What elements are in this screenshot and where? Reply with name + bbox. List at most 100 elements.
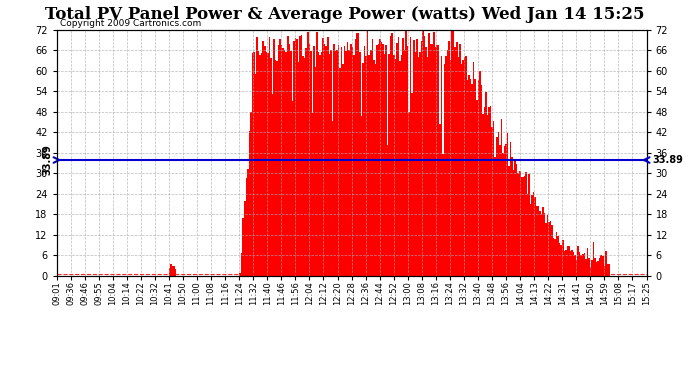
Bar — [558, 236, 559, 276]
Bar — [397, 38, 400, 276]
Bar — [489, 106, 490, 276]
Bar — [540, 214, 542, 276]
Bar — [242, 218, 244, 276]
Bar — [522, 177, 524, 276]
Bar — [550, 221, 551, 276]
Bar — [310, 51, 312, 276]
Bar — [362, 63, 364, 276]
Bar — [328, 54, 330, 276]
Bar — [357, 33, 359, 276]
Bar — [308, 44, 310, 276]
Bar — [241, 254, 242, 276]
Bar — [380, 39, 381, 276]
Bar — [410, 37, 411, 276]
Bar — [415, 52, 416, 276]
Bar — [485, 92, 486, 276]
Text: 33.89: 33.89 — [653, 155, 683, 165]
Bar — [416, 39, 417, 276]
Bar — [353, 55, 355, 276]
Bar — [169, 268, 170, 276]
Text: Copyright 2009 Cartronics.com: Copyright 2009 Cartronics.com — [59, 18, 201, 27]
Bar — [393, 55, 395, 276]
Bar — [596, 262, 598, 276]
Bar — [407, 46, 408, 276]
Bar — [244, 201, 246, 276]
Bar — [430, 44, 431, 276]
Bar — [279, 39, 281, 276]
Bar — [316, 32, 318, 276]
Bar — [530, 204, 531, 276]
Bar — [381, 42, 382, 276]
Bar — [511, 157, 513, 276]
Bar — [479, 71, 481, 276]
Bar — [515, 159, 516, 276]
Bar — [346, 51, 347, 276]
Bar — [250, 112, 252, 276]
Bar — [469, 75, 470, 276]
Bar — [491, 127, 493, 276]
Bar — [170, 264, 172, 276]
Bar — [266, 53, 267, 276]
Bar — [548, 222, 550, 276]
Text: Total PV Panel Power & Average Power (watts) Wed Jan 14 15:25: Total PV Panel Power & Average Power (wa… — [46, 6, 644, 22]
Bar — [296, 39, 298, 276]
Bar — [562, 240, 564, 276]
Bar — [441, 56, 442, 276]
Bar — [324, 44, 326, 276]
Bar — [333, 44, 335, 276]
Bar — [371, 39, 373, 276]
Bar — [368, 55, 370, 276]
Bar — [273, 39, 275, 276]
Bar — [580, 255, 582, 276]
Bar — [445, 56, 447, 276]
Bar — [531, 195, 533, 276]
Bar — [255, 74, 256, 276]
Bar — [401, 55, 402, 276]
Bar — [499, 146, 500, 276]
Bar — [348, 50, 350, 276]
Bar — [493, 121, 495, 276]
Bar — [339, 68, 341, 276]
Bar — [259, 55, 261, 276]
Bar — [391, 33, 393, 276]
Bar — [475, 80, 476, 276]
Bar — [246, 178, 247, 276]
Bar — [427, 57, 428, 276]
Bar — [275, 60, 276, 276]
Bar — [276, 61, 278, 276]
Bar — [385, 45, 387, 276]
Bar — [576, 260, 578, 276]
Bar — [270, 57, 272, 276]
Bar — [519, 171, 520, 276]
Bar — [370, 50, 371, 276]
Bar — [382, 44, 384, 276]
Bar — [405, 30, 407, 276]
Bar — [272, 94, 273, 276]
Bar — [566, 246, 568, 276]
Bar — [470, 79, 471, 276]
Bar — [258, 51, 259, 276]
Bar — [533, 192, 534, 276]
Bar — [588, 258, 590, 276]
Bar — [594, 258, 596, 276]
Bar — [351, 47, 353, 276]
Bar — [350, 44, 351, 276]
Bar — [436, 45, 437, 276]
Bar — [359, 52, 361, 276]
Bar — [506, 133, 509, 276]
Bar — [312, 113, 313, 276]
Bar — [287, 36, 288, 276]
Bar — [510, 142, 511, 276]
Bar — [318, 53, 319, 276]
Bar — [529, 174, 530, 276]
Bar — [565, 250, 566, 276]
Bar — [439, 124, 441, 276]
Bar — [490, 106, 491, 276]
Bar — [424, 36, 425, 276]
Bar — [525, 172, 526, 276]
Bar — [366, 57, 367, 276]
Bar — [442, 154, 444, 276]
Bar — [286, 52, 287, 276]
Bar — [376, 45, 377, 276]
Bar — [607, 264, 608, 276]
